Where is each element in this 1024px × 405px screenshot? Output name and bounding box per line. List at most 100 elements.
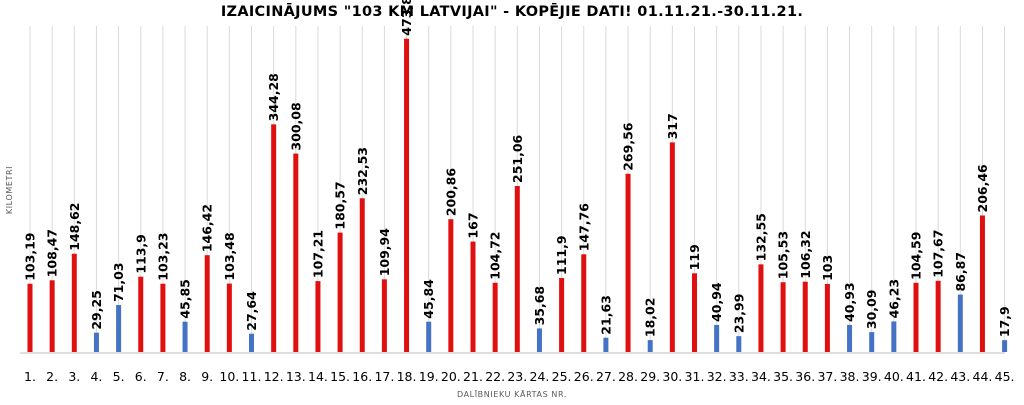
x-tick-label-26: 26. (574, 369, 594, 384)
bar-33 (736, 336, 742, 352)
value-label-25: 111,9 (554, 235, 569, 275)
x-tick-label-1: 1. (24, 369, 36, 384)
value-label-21: 167 (466, 212, 481, 238)
x-tick-label-10: 10. (219, 369, 239, 384)
bar-15 (337, 232, 343, 352)
bar-32 (714, 324, 720, 352)
bar-25 (559, 278, 565, 352)
bar-27 (603, 337, 609, 352)
bar-21 (470, 241, 476, 352)
x-tick-label-42: 42. (928, 369, 948, 384)
value-label-22: 104,72 (488, 232, 503, 280)
x-tick-label-38: 38. (840, 369, 860, 384)
x-tick-label-20: 20. (441, 369, 461, 384)
x-tick-label-11: 11. (242, 369, 262, 384)
x-tick-label-16: 16. (352, 369, 372, 384)
x-tick-label-7: 7. (157, 369, 169, 384)
x-tick-label-8: 8. (179, 369, 191, 384)
x-tick-label-2: 2. (46, 369, 58, 384)
bar-23 (514, 185, 520, 352)
bar-5 (116, 305, 122, 352)
value-label-9: 146,42 (200, 204, 215, 252)
value-label-40: 46,23 (886, 279, 901, 319)
value-label-15: 180,57 (333, 181, 348, 229)
x-tick-label-45: 45. (995, 369, 1015, 384)
x-tick-label-29: 29. (640, 369, 660, 384)
bar-10 (226, 283, 232, 352)
x-tick-label-24: 24. (530, 369, 550, 384)
bar-30 (669, 142, 675, 352)
value-label-31: 119 (687, 244, 702, 270)
bar-37 (824, 283, 830, 352)
value-label-13: 300,08 (288, 102, 303, 150)
x-tick-label-22: 22. (485, 369, 505, 384)
x-tick-label-43: 43. (950, 369, 970, 384)
value-label-6: 113,9 (133, 234, 148, 274)
x-tick-label-35: 35. (773, 369, 793, 384)
value-label-16: 232,53 (355, 147, 370, 195)
chart-title: IZAICINĀJUMS "103 KM LATVIJAI" - KOPĒJIE… (220, 4, 804, 20)
x-tick-label-13: 13. (286, 369, 306, 384)
value-label-20: 200,86 (443, 168, 458, 217)
x-tick-label-12: 12. (264, 369, 284, 384)
value-label-1: 103,19 (23, 233, 38, 281)
bar-20 (448, 219, 454, 352)
value-labels: 103,19 108,47 148,62 29,25 71,03 113,9 103,23 4… (23, 0, 1013, 337)
bar-29 (647, 340, 653, 352)
value-label-12: 344,28 (266, 73, 281, 121)
x-tick-label-44: 44. (973, 369, 993, 384)
value-label-7: 103,23 (155, 232, 170, 280)
x-tick-label-19: 19. (419, 369, 439, 384)
x-tick-label-33: 33. (729, 369, 749, 384)
bar-7 (160, 283, 166, 352)
value-label-32: 40,94 (709, 282, 724, 322)
bar-13 (293, 153, 299, 352)
bar-6 (138, 276, 144, 352)
x-tick-label-3: 3. (68, 369, 80, 384)
x-tick-label-41: 41. (906, 369, 926, 384)
x-tick-label-37: 37. (817, 369, 837, 384)
x-tick-label-14: 14. (308, 369, 328, 384)
bar-26 (581, 254, 587, 352)
x-tick-label-4: 4. (90, 369, 102, 384)
bar-17 (381, 279, 387, 352)
bar-14 (315, 281, 321, 352)
bar-38 (847, 324, 853, 352)
bar-24 (536, 328, 542, 352)
value-label-30: 317 (665, 113, 680, 139)
value-label-37: 103 (820, 255, 835, 281)
bar-9 (204, 255, 210, 352)
value-label-29: 18,02 (643, 298, 658, 338)
bar-39 (869, 332, 875, 352)
x-tick-label-17: 17. (374, 369, 394, 384)
value-label-42: 107,67 (931, 230, 946, 278)
bar-12 (271, 124, 277, 352)
bar-44 (979, 215, 985, 352)
bar-31 (692, 273, 697, 352)
value-label-38: 40,93 (842, 282, 857, 322)
value-label-4: 29,25 (89, 290, 104, 330)
x-tick-label-28: 28. (618, 369, 638, 384)
value-label-33: 23,99 (731, 294, 746, 334)
x-tick-label-6: 6. (135, 369, 147, 384)
x-tick-label-5: 5. (113, 369, 125, 384)
bars (27, 38, 1008, 353)
value-label-10: 103,48 (222, 232, 237, 280)
x-tick-label-27: 27. (596, 369, 616, 384)
bar-8 (182, 321, 188, 352)
value-label-17: 109,94 (377, 228, 392, 277)
value-label-18: 473,82 (399, 0, 414, 36)
bar-40 (891, 321, 897, 352)
value-label-35: 105,53 (776, 231, 791, 279)
x-tick-label-21: 21. (463, 369, 483, 384)
value-label-14: 107,21 (310, 230, 325, 278)
value-label-2: 108,47 (45, 229, 60, 277)
bar-19 (426, 321, 432, 352)
value-label-28: 269,56 (621, 122, 636, 171)
bar-42 (935, 280, 941, 352)
x-tick-label-32: 32. (707, 369, 727, 384)
value-label-36: 106,32 (798, 230, 813, 278)
bar-45 (1002, 340, 1008, 352)
x-tick-label-40: 40. (884, 369, 904, 384)
bar-2 (49, 280, 55, 352)
